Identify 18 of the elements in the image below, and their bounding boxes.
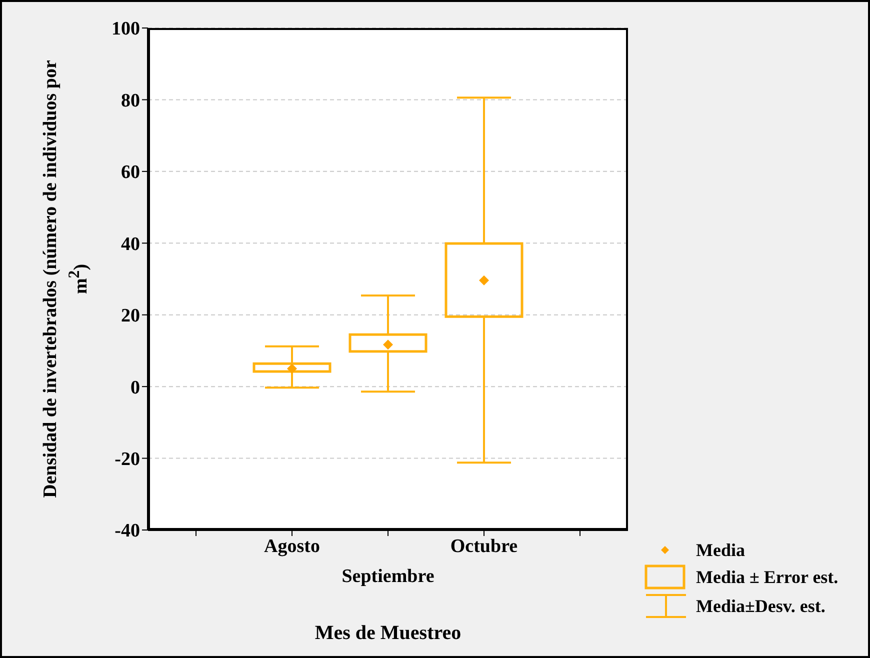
y-tick-label: 60 [121, 162, 140, 184]
legend-label: Media [696, 540, 745, 560]
y-tick-label: 80 [121, 90, 140, 112]
x-tick-label: Septiembre [342, 566, 434, 587]
x-tick-label: Agosto [264, 536, 320, 557]
point [479, 275, 489, 286]
point [383, 340, 393, 350]
point [287, 364, 297, 374]
y-tick-label: -40 [114, 520, 140, 542]
y-tick-label: 0 [130, 377, 140, 398]
y-tick-label: 20 [121, 306, 140, 327]
y-tick-label: 100 [112, 18, 140, 40]
x-tick-label: Octubre [450, 536, 518, 557]
text: Media±Desv. est. [696, 596, 826, 616]
legend-label: Media ± Error est. [696, 566, 838, 588]
y-tick-label: -20 [114, 449, 140, 470]
y-tick-label: 40 [121, 234, 140, 255]
x-axis-title: Mes de Muestreo [314, 622, 462, 645]
